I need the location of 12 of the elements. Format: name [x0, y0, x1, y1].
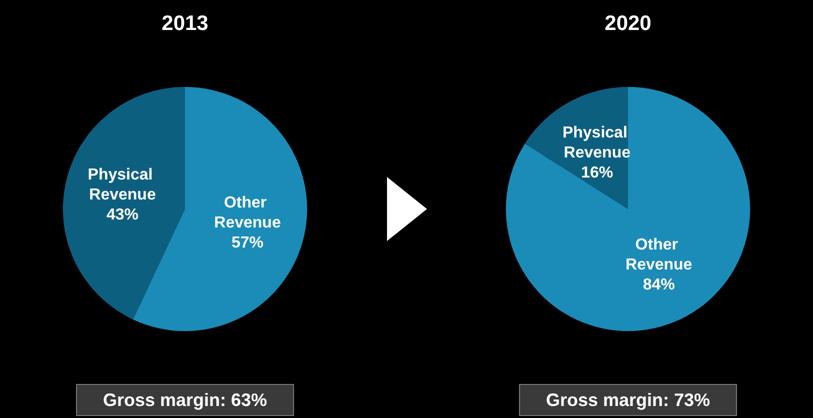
data-label: 57% [231, 234, 264, 252]
text: Gross margin: 63% [102, 390, 268, 410]
text: Gross margin: 73% [546, 390, 710, 410]
data-label: 16% [581, 164, 614, 182]
data-label: 84% [642, 276, 675, 294]
slice-label: Other Revenue [626, 236, 692, 274]
slice-label: Physical Revenue [88, 166, 158, 204]
chart-title: 2020 [604, 12, 652, 35]
data-label: 43% [106, 206, 139, 224]
slice-label: Other Revenue [214, 194, 281, 232]
slice-label: Physical Revenue [562, 124, 632, 162]
chart-title: 2013 [162, 12, 208, 35]
